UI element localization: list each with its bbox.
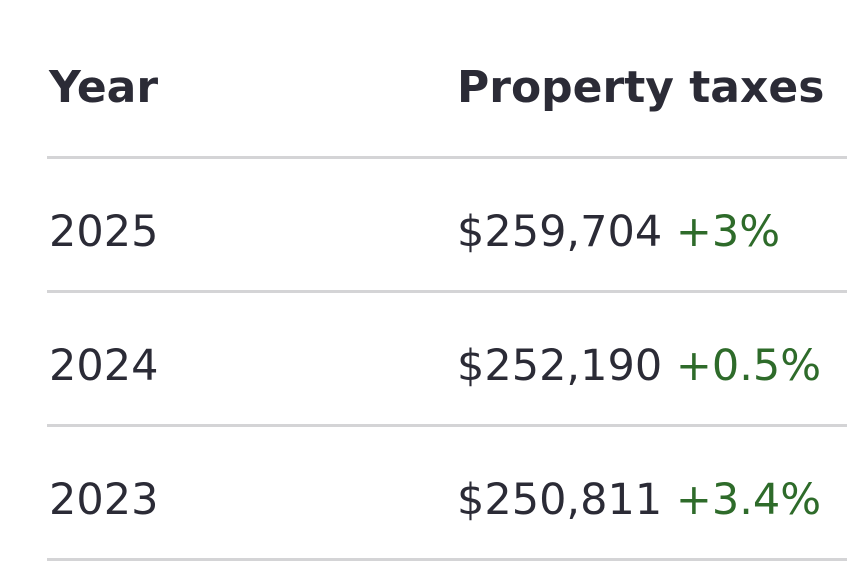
tax-amount: $252,190 [457, 341, 663, 391]
tax-amount: $259,704 [457, 207, 663, 257]
year-cell: 2025 [49, 207, 159, 257]
year-cell: 2024 [49, 341, 159, 391]
table-row: 2024 $252,190 +0.5% [47, 293, 847, 427]
tax-cell: $259,704 +3% [457, 211, 780, 254]
header-row: Year Property taxes [47, 60, 847, 159]
tax-cell: $252,190 +0.5% [457, 345, 821, 388]
year-cell: 2023 [49, 475, 159, 525]
tax-change: +3% [675, 207, 781, 257]
header-cell: Year [49, 62, 159, 113]
tax-amount: $250,811 [457, 475, 663, 525]
table-row: 2025 $259,704 +3% [47, 159, 847, 293]
header-cell: Property taxes [457, 62, 825, 113]
tax-change: +0.5% [675, 341, 822, 391]
tax-change: +3.4% [675, 475, 822, 525]
tax-cell: $250,811 +3.4% [457, 479, 821, 522]
table-row: 2023 $250,811 +3.4% [47, 427, 847, 561]
